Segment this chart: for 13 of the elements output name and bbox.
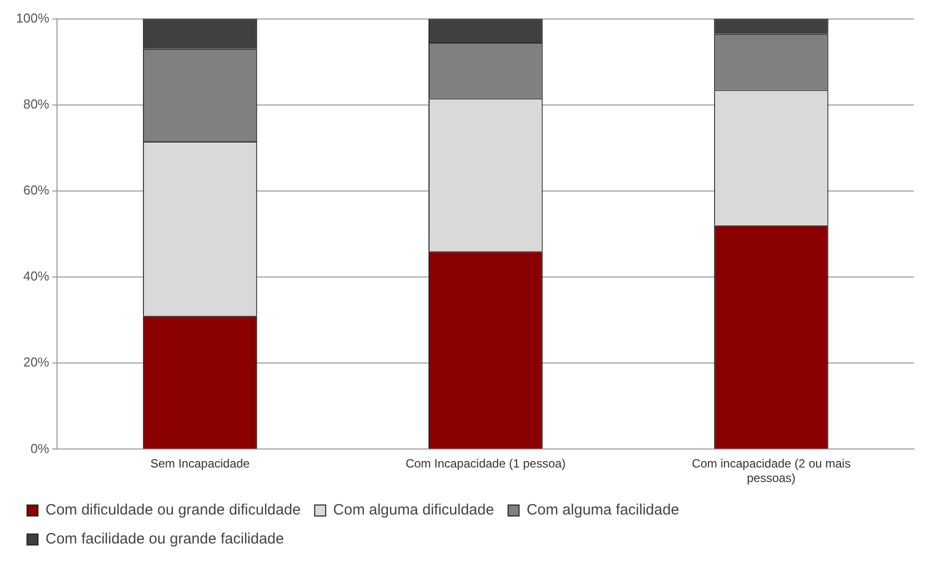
y-tick-label: 20%	[23, 354, 50, 370]
y-tick-label: 0%	[30, 440, 50, 456]
legend-label: Com alguma facilidade	[526, 502, 680, 519]
y-tick-label: 80%	[23, 96, 50, 112]
x-tick-label: Com incapacidade (2 ou mais pessoas)	[692, 456, 851, 486]
y-tick-label: 100%	[16, 10, 50, 26]
legend-label: Com alguma dificuldade	[333, 502, 494, 519]
legend-label: Com facilidade ou grande facilidade	[46, 530, 284, 548]
x-tick-label: Sem Incapacidade	[150, 456, 250, 471]
legend-label: Com dificuldade ou grande dificuldade	[46, 502, 301, 519]
x-tick-label: Com Incapacidade (1 pessoa)	[406, 456, 566, 471]
y-tick-label: 60%	[23, 182, 50, 198]
y-tick-label: 40%	[23, 268, 50, 284]
